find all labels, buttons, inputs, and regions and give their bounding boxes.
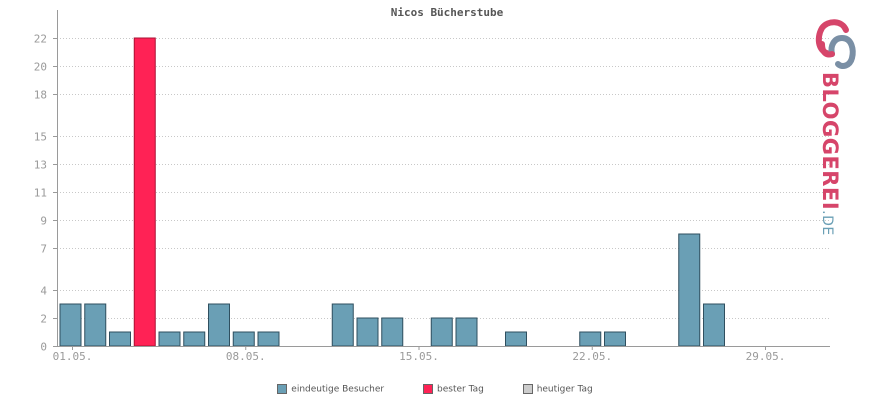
- y-axis-ticks: 0 2 4 7 9 11 13 15 18 20 22: [34, 33, 57, 354]
- bar-day: [579, 331, 602, 347]
- bar-day: [505, 331, 527, 347]
- bar-best-day: [133, 37, 156, 347]
- x-axis-ticks: 01.05. 08.05. 15.05. 22.05. 29.05.: [53, 346, 786, 363]
- bar-day: [183, 331, 206, 347]
- bar-day: [84, 303, 107, 347]
- bar-day: [604, 331, 626, 347]
- legend-swatch-today: [522, 384, 533, 394]
- bar-day: [257, 331, 280, 347]
- x-tick-label: 29.05.: [746, 350, 786, 363]
- bloggerei-logo-wordmark: BLOGGEREI.DE: [818, 72, 850, 236]
- legend-label-unique-visitors: eindeutige Besucher: [291, 384, 385, 395]
- legend-swatch-best-day: [423, 384, 433, 394]
- logo-text-suffix: .DE: [819, 210, 835, 236]
- bar-day: [208, 303, 230, 347]
- bar-day: [158, 331, 181, 347]
- chart-title: Nicos Bücherstube: [391, 6, 504, 19]
- y-tick-label: 18: [34, 89, 47, 102]
- y-tick-label: 15: [34, 131, 47, 144]
- legend-item-today: heutiger Tag: [522, 384, 593, 395]
- bar-day: [678, 233, 701, 347]
- bar-day: [381, 317, 404, 347]
- legend-label-best-day: bester Tag: [437, 384, 484, 395]
- bloggerei-logo: [808, 18, 860, 218]
- y-tick-label: 20: [34, 61, 47, 74]
- y-tick-label: 9: [40, 215, 47, 228]
- chart-axes: [57, 10, 830, 347]
- bloggerei-logo-icon: [815, 19, 856, 69]
- bar-day: [430, 317, 453, 347]
- y-tick-label: 11: [34, 187, 47, 200]
- bar-day: [331, 303, 354, 347]
- legend-item-best-day: bester Tag: [423, 384, 484, 395]
- logo-text-main: BLOGGEREI: [818, 72, 842, 211]
- bar-day: [232, 331, 255, 347]
- bar-day: [109, 331, 131, 347]
- y-tick-label: 13: [34, 159, 47, 172]
- x-tick-label: 01.05.: [53, 350, 93, 363]
- bar-day: [59, 303, 82, 347]
- y-tick-label: 2: [40, 313, 47, 326]
- legend-label-today: heutiger Tag: [536, 384, 593, 395]
- chart-legend: eindeutige Besucher bester Tag heutiger …: [0, 384, 870, 395]
- y-tick-label: 7: [40, 243, 47, 256]
- x-tick-label: 08.05.: [226, 350, 266, 363]
- legend-item-unique-visitors: eindeutige Besucher: [277, 384, 384, 395]
- x-tick-label: 22.05.: [572, 350, 612, 363]
- legend-swatch-unique-visitors: [277, 384, 288, 394]
- bar-day: [703, 303, 725, 347]
- bar-day: [455, 317, 478, 347]
- y-tick-label: 0: [40, 341, 47, 354]
- y-tick-label: 4: [40, 285, 47, 298]
- bar-day: [356, 317, 379, 347]
- chart-bars: [59, 37, 725, 347]
- y-tick-label: 22: [34, 33, 47, 46]
- x-tick-label: 15.05.: [399, 350, 439, 363]
- chart-grid: [57, 38, 830, 319]
